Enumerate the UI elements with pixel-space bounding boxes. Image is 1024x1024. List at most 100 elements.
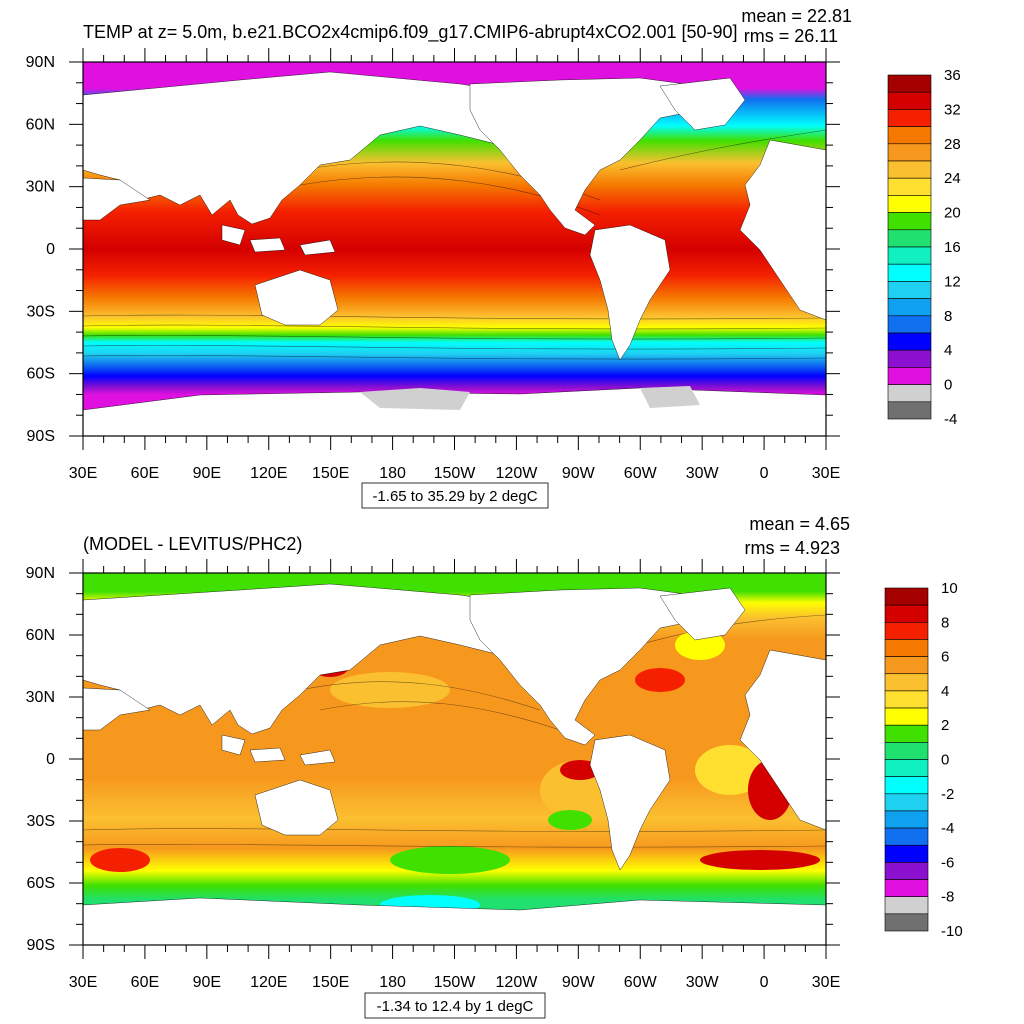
lon-label: 30E [812, 465, 840, 482]
colorbar-swatch [884, 759, 929, 777]
temp-mean-label: mean = 22.81 [741, 6, 852, 26]
lat-label: 30N [26, 689, 55, 706]
diff-mean-label: mean = 4.65 [749, 514, 850, 534]
lon-label: 60W [624, 974, 658, 991]
colorbar-swatch [884, 776, 929, 795]
colorbar-swatch [887, 177, 932, 196]
colorbar-label: -10 [941, 923, 963, 940]
colorbar-swatch [887, 109, 932, 127]
colorbar-swatch [884, 913, 929, 932]
colorbar-swatch [884, 827, 929, 846]
diff-land-africa [83, 687, 151, 731]
colorbar-label: 10 [941, 580, 958, 597]
colorbar-label: -8 [941, 889, 954, 906]
colorbar-label: 6 [941, 649, 949, 666]
lon-label: 90W [562, 974, 596, 991]
colorbar-swatch [887, 332, 932, 351]
colorbar-swatch [884, 690, 929, 709]
colorbar-swatch [887, 126, 932, 145]
colorbar-swatch [887, 315, 932, 334]
temp-colorbar: 36 32 28 24 20 16 12 8 4 0 -4 [887, 67, 961, 428]
colorbar-swatch [887, 263, 932, 282]
colorbar-swatch [887, 384, 932, 403]
temp-info-box [361, 482, 549, 509]
lat-label: 90N [26, 565, 55, 582]
diff-lon-ticks [82, 559, 827, 959]
diff-land-maritime [221, 734, 336, 766]
colorbar-swatch [887, 367, 932, 385]
colorbar-swatch [887, 349, 932, 368]
colorbar-label: 16 [944, 239, 961, 256]
lon-label: 90E [193, 974, 221, 991]
colorbar-swatch [884, 793, 929, 812]
lon-label: 180 [379, 465, 406, 482]
lat-label: 30S [27, 813, 55, 830]
temp-land-greenland [659, 77, 746, 131]
diff-map [83, 573, 826, 945]
diff-panel: (MODEL - LEVITUS/PHC2) mean = 4.65 rms =… [26, 514, 963, 1019]
colorbar-label: 32 [944, 101, 961, 118]
lat-label: 60N [26, 627, 55, 644]
colorbar-label: 8 [941, 614, 949, 631]
lat-label: 30N [26, 179, 55, 196]
colorbar-swatch [884, 656, 929, 675]
lon-label: 30E [69, 465, 97, 482]
temp-land-australia [254, 269, 339, 326]
colorbar-swatch [887, 195, 932, 213]
lat-label: 90N [26, 54, 55, 71]
colorbar-swatch [887, 91, 932, 110]
colorbar-swatch [887, 246, 932, 265]
colorbar-swatch [887, 401, 932, 420]
colorbar-swatch [887, 74, 932, 93]
temp-land-south-america [589, 224, 671, 361]
temp-land-mask [83, 71, 826, 436]
lon-label: 150E [312, 974, 349, 991]
colorbar-label: -4 [944, 411, 957, 428]
temp-info-label: -1.65 to 35.29 by 2 degC [372, 488, 537, 505]
colorbar-label: -4 [941, 820, 954, 837]
temp-land-maritime [221, 224, 336, 256]
colorbar-swatch [884, 587, 929, 606]
diff-info-label: -1.34 to 12.4 by 1 degC [377, 998, 534, 1015]
lon-label: 60E [131, 465, 159, 482]
temp-lat-ticks [69, 61, 840, 437]
temp-rms-label: rms = 26.11 [744, 26, 838, 46]
lat-label: 60S [27, 366, 55, 383]
lon-label: 30W [686, 465, 720, 482]
colorbar-label: 28 [944, 136, 961, 153]
colorbar-swatch [884, 862, 929, 880]
temp-lon-ticks [82, 48, 827, 450]
diff-lon-labels: 30E 60E 90E 120E 150E 180 150W 120W 90W 60W 30W 0 30… [69, 974, 840, 991]
diff-info-box [364, 992, 546, 1019]
colorbar-label: 36 [944, 67, 961, 84]
lon-label: 150W [434, 465, 477, 482]
temp-lon-labels: 30E 60E 90E 120E 150E 180 150W 120W 90W 60W 30W 0 30… [69, 465, 840, 482]
colorbar-label: 12 [944, 273, 961, 290]
lon-label: 0 [760, 974, 769, 991]
lat-label: 90S [27, 937, 55, 954]
colorbar-swatch [884, 896, 929, 915]
lon-label: 120W [496, 974, 539, 991]
lon-label: 150E [312, 465, 349, 482]
colorbar-label: 0 [944, 377, 952, 394]
colorbar-label: 4 [944, 342, 952, 359]
temp-map [83, 62, 826, 436]
colorbar-swatch [884, 844, 929, 863]
lon-label: 30E [69, 974, 97, 991]
colorbar-swatch [884, 742, 929, 760]
lon-label: 120E [250, 974, 287, 991]
temp-antarctic-ice [360, 386, 700, 410]
colorbar-label: -2 [941, 786, 954, 803]
lon-label: 90E [193, 465, 221, 482]
diff-lat-ticks [69, 572, 840, 946]
colorbar-swatch [884, 879, 929, 897]
colorbar-swatch [884, 724, 929, 743]
diff-land-antarctica [83, 897, 826, 945]
diff-land-greenland [659, 587, 746, 641]
colorbar-swatch [887, 212, 932, 231]
diff-land-mask [83, 583, 826, 945]
colorbar-swatch [887, 229, 932, 248]
colorbar-label: 2 [941, 717, 949, 734]
colorbar-label: 20 [944, 205, 961, 222]
colorbar-swatch [884, 639, 929, 657]
